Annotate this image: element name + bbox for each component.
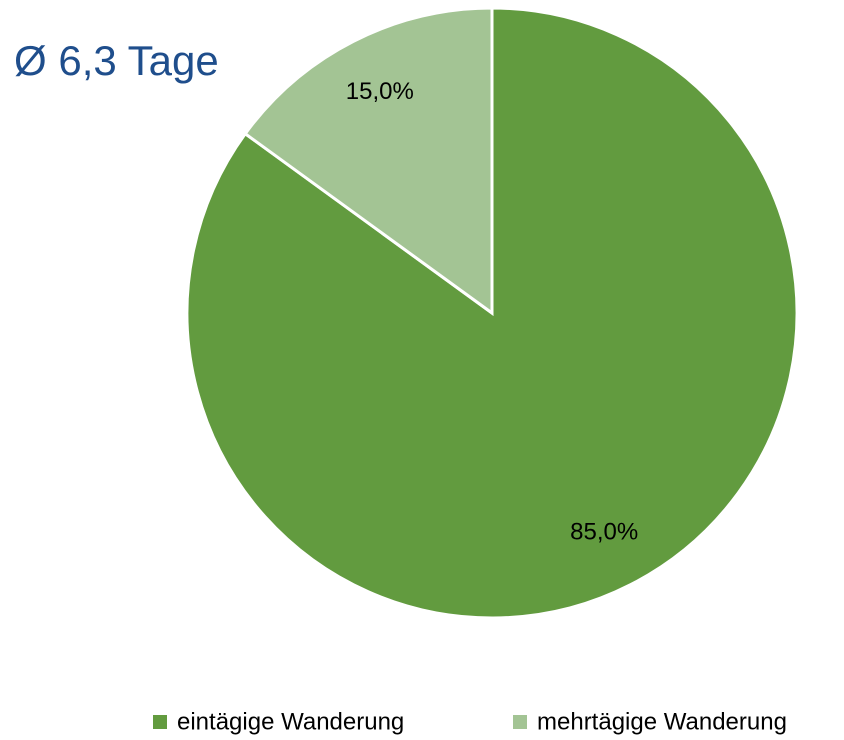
data-label: 15,0% [346, 78, 414, 105]
legend-swatch [513, 715, 527, 729]
annotation: Ø 6,3 Tage [14, 37, 219, 84]
legend-swatch [153, 715, 167, 729]
data-label: 85,0% [570, 518, 638, 545]
pie-slice [243, 6, 494, 316]
legend-label: eintägige Wanderung [177, 708, 404, 735]
legend-label: mehrtägige Wanderung [537, 708, 787, 735]
